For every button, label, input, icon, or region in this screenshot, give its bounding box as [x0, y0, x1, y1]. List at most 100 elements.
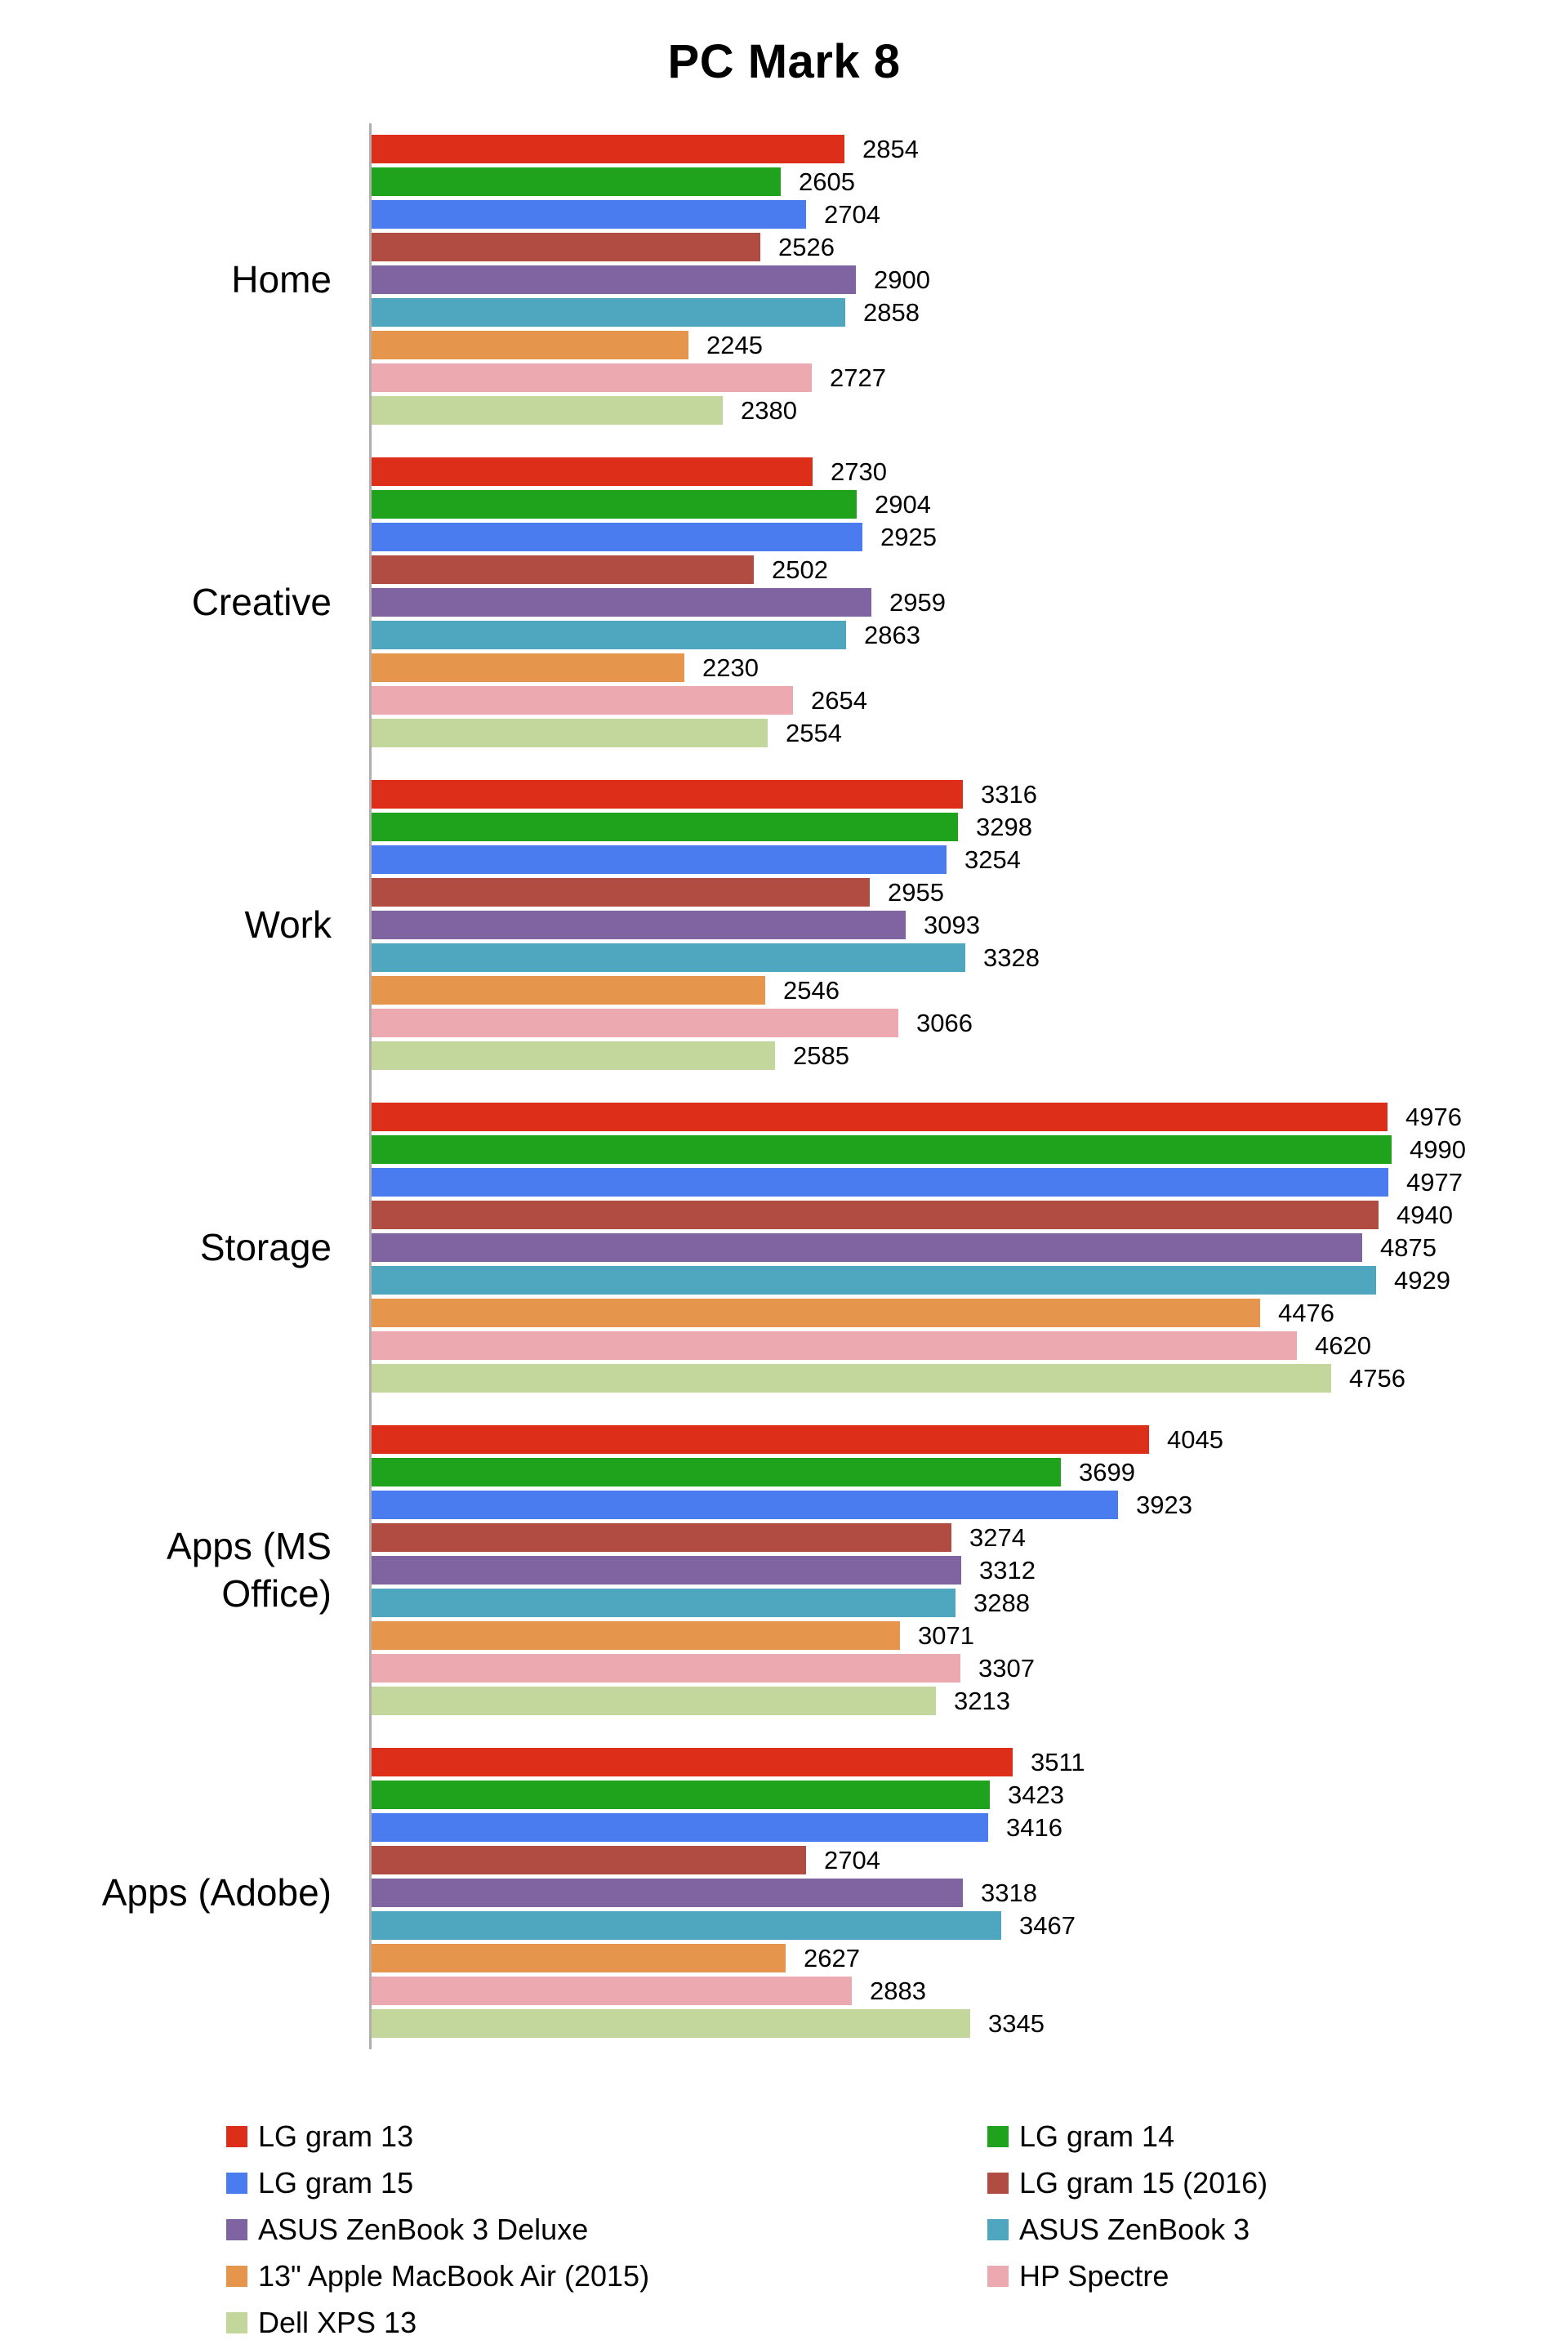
- bar: [369, 686, 793, 715]
- legend-swatch: [226, 2172, 247, 2194]
- bar-row: 2858: [369, 298, 1568, 327]
- bar-row: 3316: [369, 780, 1568, 809]
- bar-value-label: 3066: [916, 1008, 973, 1037]
- bar-value-label: 4875: [1380, 1232, 1437, 1262]
- bar: [369, 1977, 852, 2005]
- bar: [369, 1781, 990, 1809]
- bar: [369, 1813, 988, 1842]
- bar-row: 3093: [369, 911, 1568, 939]
- category-label: Apps (MS Office): [167, 1525, 332, 1615]
- bar: [369, 523, 862, 551]
- bar: [369, 1846, 806, 1874]
- legend-label: 13" Apple MacBook Air (2015): [258, 2258, 650, 2293]
- bar-value-label: 4620: [1315, 1330, 1371, 1360]
- bar-value-label: 4929: [1394, 1265, 1450, 1295]
- category-group: Apps (MS Office) 4045 3699 3923 3274 3312 3288…: [0, 1425, 1568, 1715]
- bar-row: 2654: [369, 686, 1568, 715]
- category-bars: 2854 2605 2704 2526 2900 2858 2245 2727 2380: [369, 135, 1568, 425]
- legend-item: ASUS ZenBook 3: [987, 2212, 1267, 2246]
- bar: [369, 1364, 1331, 1393]
- bar-row: 2730: [369, 457, 1568, 486]
- legend-label: LG gram 15: [258, 2165, 414, 2200]
- bar: [369, 1687, 936, 1715]
- bar-value-label: 2904: [875, 489, 931, 519]
- category-label: Apps (Adobe): [101, 1870, 332, 1914]
- bar-value-label: 3511: [1031, 1747, 1085, 1776]
- legend-item: LG gram 15: [226, 2165, 987, 2200]
- bar: [369, 1233, 1362, 1262]
- bar: [369, 813, 958, 841]
- bar: [369, 1748, 1013, 1776]
- bar: [369, 298, 845, 327]
- category-bars: 2730 2904 2925 2502 2959 2863 2230 2654 2554: [369, 457, 1568, 747]
- bar-value-label: 2858: [863, 297, 920, 327]
- bar-value-label: 2959: [889, 587, 946, 617]
- bar-value-label: 4045: [1167, 1424, 1223, 1454]
- bar-row: 2605: [369, 167, 1568, 196]
- bar-row: 3416: [369, 1813, 1568, 1842]
- bar: [369, 1621, 900, 1650]
- legend-item: LG gram 14: [987, 2119, 1267, 2153]
- bar-row: 3699: [369, 1458, 1568, 1486]
- bar-row: 2863: [369, 621, 1568, 649]
- category-group: Work 3316 3298 3254 2955 3093 3328 2546 3066 2585: [0, 780, 1568, 1070]
- bar: [369, 331, 688, 359]
- category-bars: 3511 3423 3416 2704 3318 3467 2627 2883 3345: [369, 1748, 1568, 2038]
- bar-row: 4476: [369, 1299, 1568, 1327]
- bar: [369, 1556, 961, 1585]
- bar: [369, 1009, 898, 1037]
- bar: [369, 653, 684, 682]
- bar: [369, 1523, 951, 1552]
- legend: LG gram 13 LG gram 14 LG gram 15 LG gram 15…: [226, 2119, 1568, 2339]
- legend-label: Dell XPS 13: [258, 2305, 417, 2339]
- legend-item: LG gram 15 (2016): [987, 2165, 1268, 2200]
- bar-row: 2727: [369, 363, 1568, 392]
- bar-row: 3254: [369, 845, 1568, 874]
- bar: [369, 490, 857, 519]
- chart-title: PC Mark 8: [667, 35, 901, 88]
- bar-row: 3071: [369, 1621, 1568, 1650]
- bar-row: 3345: [369, 2009, 1568, 2038]
- bar: [369, 396, 723, 425]
- bar: [369, 1911, 1001, 1940]
- bar-value-label: 4977: [1406, 1167, 1463, 1197]
- bar-value-label: 2730: [831, 457, 887, 486]
- legend-swatch: [987, 2265, 1009, 2287]
- legend-label: ASUS ZenBook 3: [1019, 2212, 1250, 2246]
- legend-swatch: [987, 2172, 1009, 2194]
- bar: [369, 167, 781, 196]
- bar: [369, 1879, 963, 1907]
- bar: [369, 1135, 1392, 1164]
- bar-value-label: 2526: [778, 232, 835, 261]
- bar-row: 2380: [369, 396, 1568, 425]
- bar-value-label: 3213: [954, 1686, 1010, 1715]
- bar: [369, 457, 813, 486]
- category-label: Storage: [199, 1225, 332, 1268]
- bar-value-label: 3328: [983, 943, 1040, 972]
- bar-value-label: 2925: [880, 522, 937, 551]
- bar-value-label: 3093: [924, 910, 980, 939]
- bar-value-label: 3307: [978, 1653, 1035, 1683]
- bar-row: 3213: [369, 1687, 1568, 1715]
- bar-row: 2900: [369, 265, 1568, 294]
- bar-value-label: 4976: [1405, 1102, 1462, 1131]
- bar-row: 2959: [369, 588, 1568, 617]
- legend-swatch: [987, 2218, 1009, 2240]
- bar-row: 3328: [369, 943, 1568, 972]
- bar: [369, 621, 846, 649]
- bar-row: 4756: [369, 1364, 1568, 1393]
- bar-value-label: 3923: [1136, 1490, 1192, 1519]
- axis-line: [369, 123, 372, 2049]
- bar: [369, 588, 871, 617]
- bar-value-label: 2245: [706, 330, 763, 359]
- bar: [369, 719, 768, 747]
- legend-label: HP Spectre: [1019, 2258, 1169, 2293]
- bar-value-label: 2502: [772, 555, 828, 584]
- bar: [369, 135, 844, 163]
- bar-value-label: 3254: [964, 845, 1021, 874]
- bar-value-label: 2627: [804, 1943, 860, 1972]
- bar-value-label: 2654: [811, 685, 867, 715]
- bar-value-label: 2554: [786, 718, 842, 747]
- legend-label: LG gram 15 (2016): [1019, 2165, 1268, 2200]
- bar-row: 2704: [369, 1846, 1568, 1874]
